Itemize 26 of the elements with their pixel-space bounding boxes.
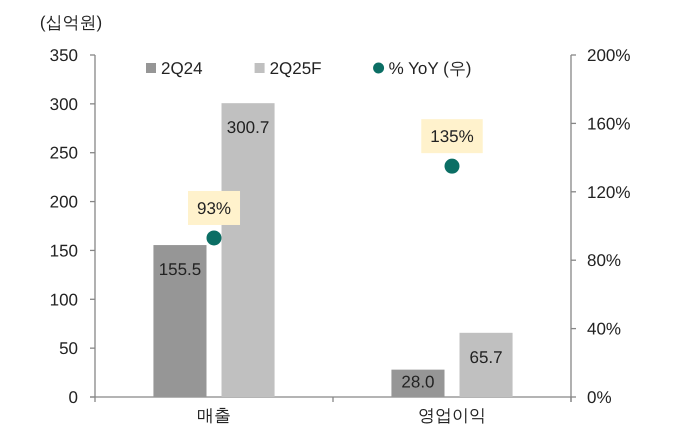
y2tick: 120% [587,182,630,202]
data-label: 65.7 [469,348,503,367]
xtick: 매출 [197,406,231,425]
data-label: 155.5 [158,260,202,280]
ytick: 350 [50,46,78,65]
ytick: 300 [50,94,78,114]
y2tick: 160% [587,114,630,134]
data-label: 300.7 [226,118,270,138]
legend-label: 2Q24 [161,59,203,78]
ytick: 100 [50,290,78,310]
ytick: 250 [50,144,78,163]
data-label: 28.0 [401,372,435,392]
y2tick: 80% [587,251,622,270]
y2tick: 200% [587,46,630,65]
ytick: 0 [68,388,78,407]
ytick: 200 [50,192,78,212]
y2tick: 0% [587,388,612,407]
xtick: 영업이익 [418,406,486,425]
legend-label: % YoY (우) [388,59,472,78]
ytick: 150 [50,241,78,260]
ytick: 50 [59,339,78,358]
ylabel: (십억원) [40,13,102,32]
data-label: 93% [196,198,232,218]
data-label: 135% [430,127,474,146]
legend-label: 2Q25F [270,59,322,78]
y2tick: 40% [587,320,622,339]
